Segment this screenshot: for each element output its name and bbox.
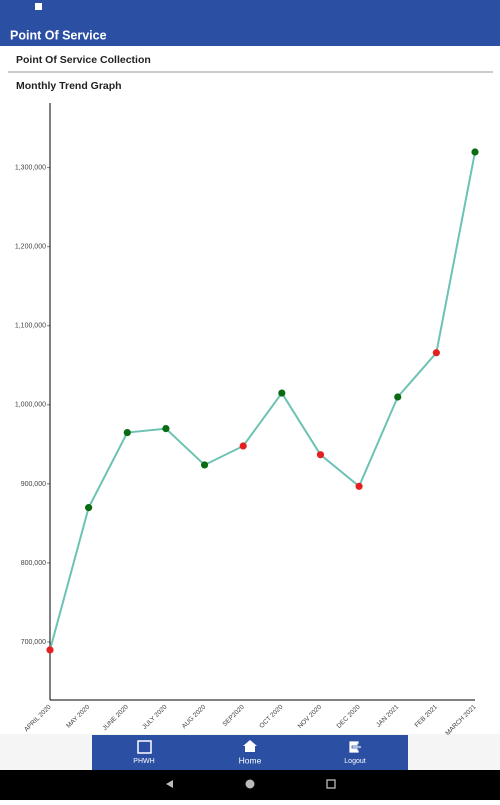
x-tick-label: MAY 2020 bbox=[65, 703, 91, 729]
y-tick-label: 1,200,000 bbox=[15, 244, 46, 251]
app-title: Point Of Service bbox=[10, 28, 107, 42]
data-point[interactable] bbox=[432, 349, 440, 357]
data-point[interactable] bbox=[200, 461, 209, 469]
nav-label[interactable]: PHWH bbox=[133, 758, 154, 765]
data-point[interactable] bbox=[394, 393, 402, 401]
back-button[interactable] bbox=[166, 780, 173, 788]
nav-label[interactable]: Home bbox=[239, 755, 262, 765]
x-tick-label: DEC 2020 bbox=[336, 703, 362, 729]
trend-line bbox=[49, 151, 476, 651]
data-point[interactable] bbox=[239, 442, 247, 450]
x-tick-label: NOV 2020 bbox=[297, 703, 324, 730]
y-tick-label: 1,300,000 bbox=[15, 165, 46, 172]
home-icon[interactable] bbox=[243, 740, 257, 752]
logout-icon[interactable] bbox=[348, 740, 363, 754]
y-tick-label: 1,000,000 bbox=[15, 402, 46, 409]
nav-label[interactable]: Logout bbox=[344, 758, 365, 765]
y-tick-label: 700,000 bbox=[21, 639, 46, 646]
x-tick-label: FEB 2021 bbox=[414, 703, 440, 729]
x-tick-label: JUNE 2020 bbox=[101, 703, 130, 732]
data-point[interactable] bbox=[85, 504, 93, 512]
status-icon bbox=[35, 3, 42, 10]
x-tick-label: AUG 2020 bbox=[181, 703, 208, 730]
data-point[interactable] bbox=[278, 389, 286, 397]
x-tick-label: OCT 2020 bbox=[258, 703, 284, 729]
home-button[interactable] bbox=[245, 779, 255, 789]
y-tick-label: 800,000 bbox=[21, 560, 46, 567]
data-point[interactable] bbox=[123, 428, 131, 437]
data-point[interactable] bbox=[355, 482, 363, 490]
nav-icons bbox=[137, 740, 363, 754]
y-tick-label: 1,100,000 bbox=[15, 323, 46, 330]
data-point[interactable] bbox=[316, 451, 325, 459]
x-tick-label: MARCH 2021 bbox=[444, 703, 478, 737]
x-tick-label: APRIL 2020 bbox=[23, 703, 53, 733]
x-tick-label: SEP2020 bbox=[221, 703, 246, 728]
subheader[interactable]: Point Of Service Collection bbox=[16, 54, 151, 66]
app-bar bbox=[0, 0, 500, 46]
data-point[interactable] bbox=[471, 148, 479, 156]
phwh-icon[interactable] bbox=[137, 740, 152, 754]
x-tick-label: JULY 2020 bbox=[141, 703, 169, 731]
recents-button[interactable] bbox=[326, 779, 336, 789]
section-title: Monthly Trend Graph bbox=[16, 80, 122, 92]
y-tick-label: 900,000 bbox=[21, 481, 46, 488]
data-point[interactable] bbox=[162, 425, 170, 433]
x-tick-label: JAN 2021 bbox=[375, 703, 400, 728]
data-point[interactable] bbox=[46, 646, 54, 654]
